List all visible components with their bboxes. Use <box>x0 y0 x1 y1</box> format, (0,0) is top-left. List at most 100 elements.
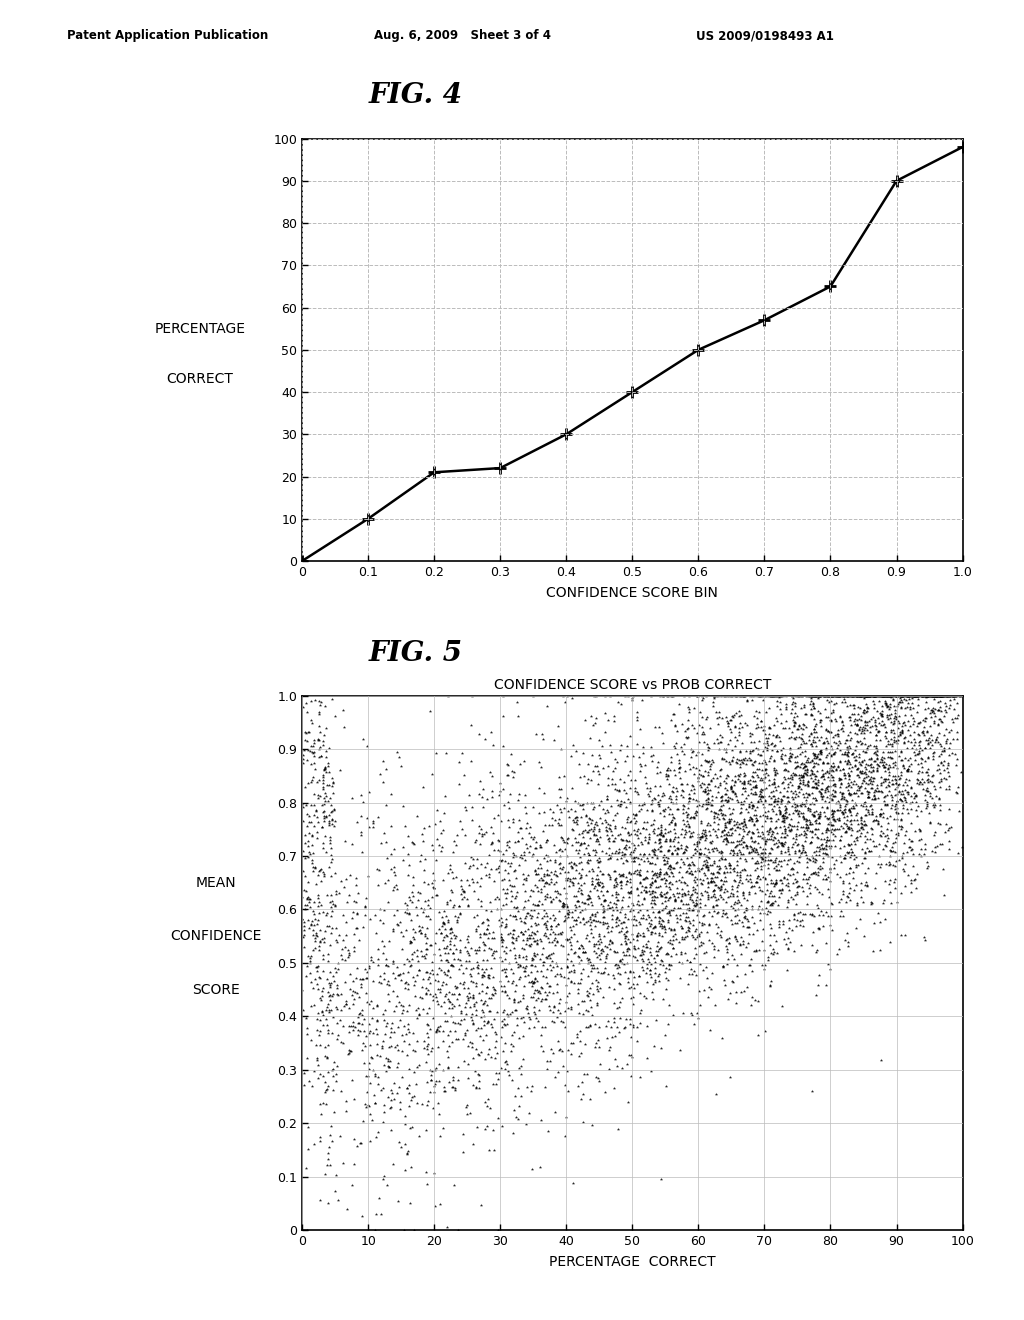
Point <box>328 961 344 982</box>
Point <box>644 871 660 892</box>
Point <box>723 779 739 800</box>
Point <box>849 731 865 752</box>
Point <box>650 817 667 838</box>
Point <box>390 915 407 936</box>
Point <box>564 1172 581 1193</box>
Point <box>605 965 622 986</box>
Point <box>845 795 861 816</box>
Point <box>642 941 658 962</box>
Point <box>354 969 371 990</box>
Point <box>500 972 516 993</box>
Point <box>855 700 871 721</box>
Point <box>723 722 739 743</box>
Point <box>333 945 349 966</box>
Point <box>761 717 777 738</box>
Point <box>672 904 688 925</box>
Point <box>581 845 597 866</box>
Point <box>810 828 826 849</box>
Point <box>727 900 743 921</box>
Point <box>818 902 835 923</box>
Point <box>846 845 862 866</box>
Point <box>822 788 839 809</box>
Point <box>849 714 865 735</box>
Point <box>345 936 361 957</box>
Point <box>461 945 477 966</box>
Point <box>362 949 379 970</box>
Point <box>732 862 749 883</box>
Point <box>479 909 496 931</box>
Point <box>899 719 915 741</box>
Point <box>436 917 453 939</box>
Point <box>648 762 665 783</box>
Point <box>691 935 708 956</box>
Point <box>776 866 793 887</box>
Point <box>899 685 915 706</box>
Point <box>398 1143 415 1164</box>
Point <box>894 755 910 776</box>
Point <box>571 867 588 888</box>
Point <box>781 879 798 900</box>
Point <box>663 858 679 879</box>
Point <box>810 898 826 919</box>
Point <box>593 791 609 812</box>
Point <box>921 685 937 706</box>
Point <box>520 1102 537 1123</box>
Point <box>807 789 823 810</box>
Point <box>673 1039 689 1060</box>
Point <box>506 1100 522 1121</box>
Point <box>344 902 360 923</box>
Point <box>308 772 325 793</box>
Point <box>586 878 602 899</box>
Point <box>727 715 743 737</box>
Point <box>373 1204 389 1225</box>
Point <box>605 876 622 898</box>
Point <box>587 904 603 925</box>
Point <box>835 787 851 808</box>
Point <box>834 717 850 738</box>
Point <box>701 774 718 795</box>
Point <box>760 946 776 968</box>
Point <box>378 1048 394 1069</box>
Point <box>333 983 349 1005</box>
Point <box>528 933 545 954</box>
Point <box>494 932 510 953</box>
Point <box>951 685 968 706</box>
Point <box>613 878 630 899</box>
Point <box>436 803 453 824</box>
Point <box>929 759 945 780</box>
Point <box>635 960 651 981</box>
Point <box>694 874 711 895</box>
Point <box>595 799 611 820</box>
Point <box>849 892 865 913</box>
Point <box>831 776 848 797</box>
Point <box>858 696 874 717</box>
Point <box>886 731 902 752</box>
Point <box>769 762 785 783</box>
Point <box>701 755 718 776</box>
Point <box>559 956 575 977</box>
Point <box>579 948 595 969</box>
Point <box>745 822 762 843</box>
Point <box>617 783 634 804</box>
Point <box>684 1005 700 1026</box>
Point <box>396 972 413 993</box>
Point <box>734 911 751 932</box>
Point <box>716 748 732 770</box>
Point <box>759 733 775 754</box>
Point <box>861 796 878 817</box>
Point <box>892 723 908 744</box>
Point <box>693 690 710 711</box>
Point <box>866 685 883 706</box>
Point <box>420 969 436 990</box>
Point <box>859 874 876 895</box>
Point <box>536 954 552 975</box>
Point <box>655 954 672 975</box>
Point <box>606 816 623 837</box>
Point <box>690 685 707 706</box>
Point <box>493 1057 509 1078</box>
Point <box>350 1024 367 1045</box>
Point <box>295 797 311 818</box>
Point <box>644 800 660 821</box>
Point <box>808 863 824 884</box>
Point <box>601 685 617 706</box>
